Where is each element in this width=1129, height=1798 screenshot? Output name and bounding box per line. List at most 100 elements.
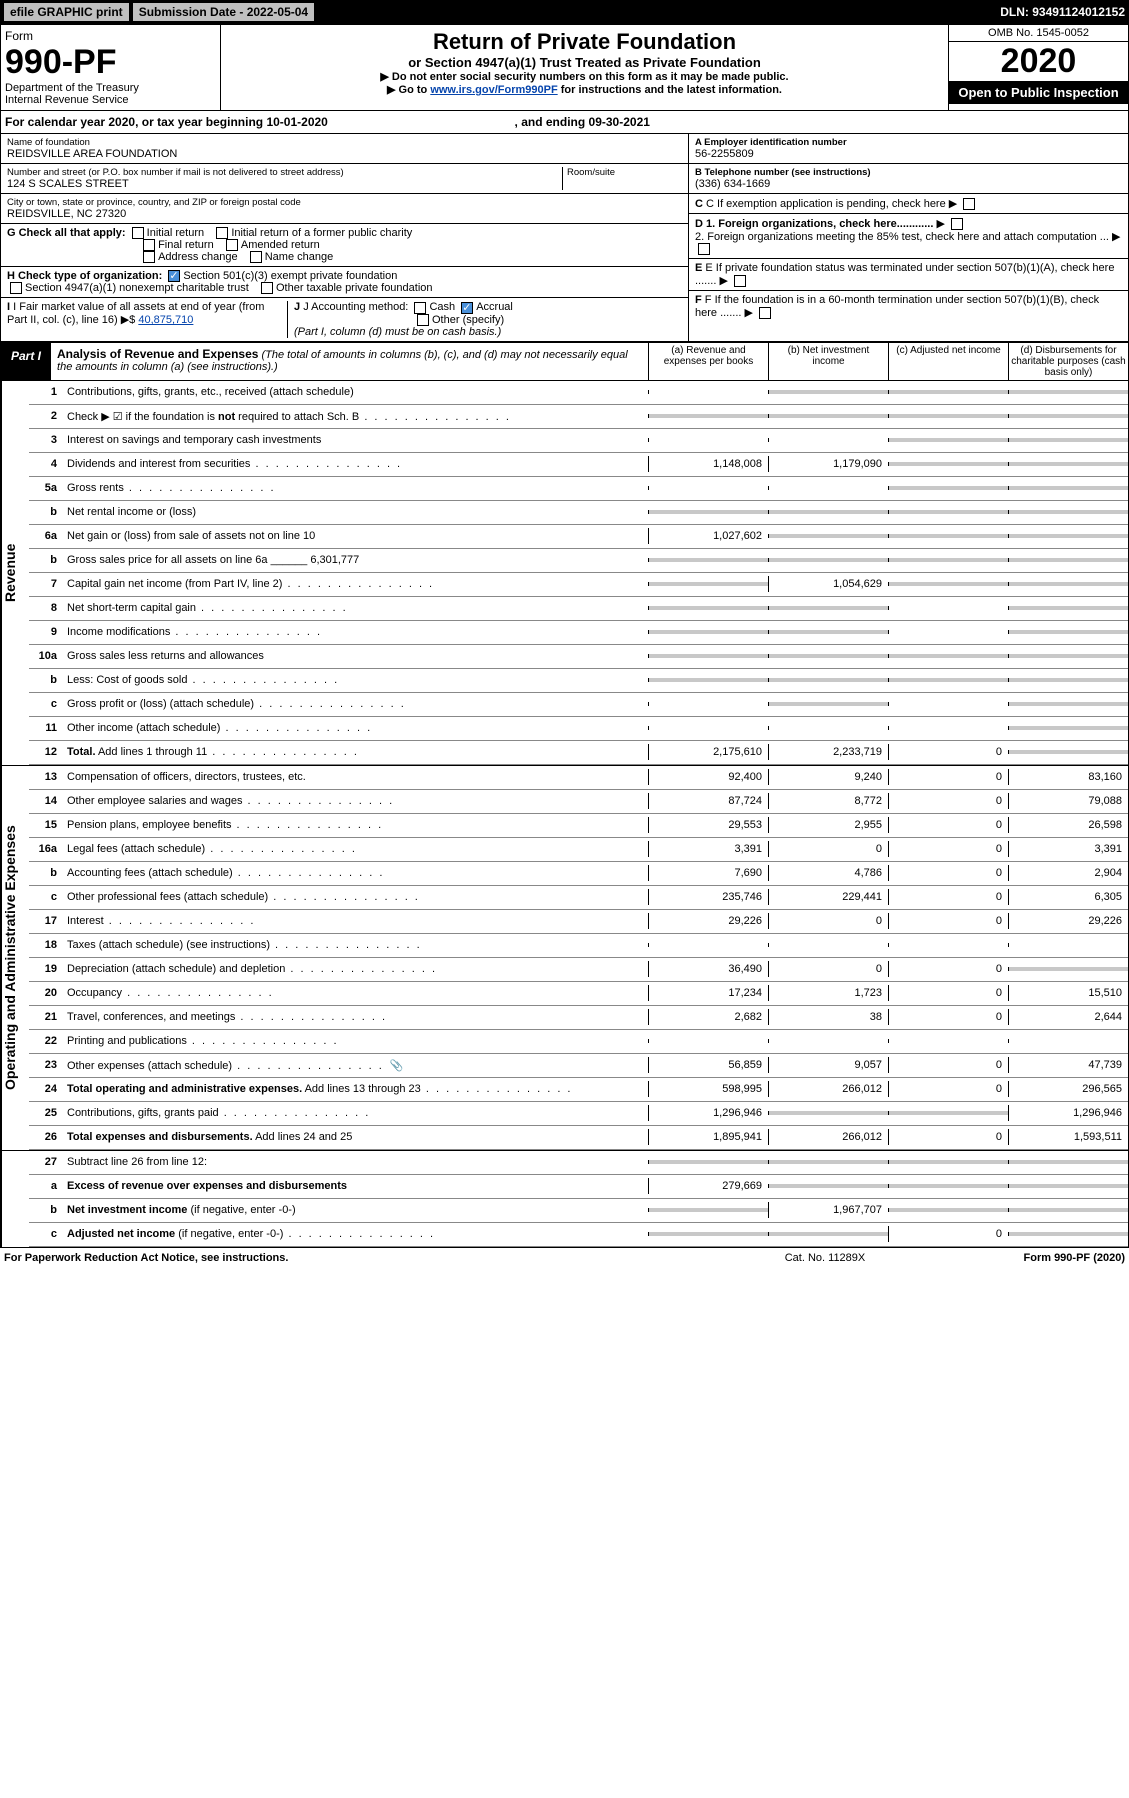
form-footer: Form 990-PF (2020) [925,1252,1125,1264]
cell: 1,054,629 [768,576,888,592]
table-row: 17Interest29,2260029,226 [29,910,1128,934]
cell: 279,669 [648,1178,768,1194]
cell: 56,859 [648,1057,768,1073]
cell-grey [1008,630,1128,634]
line-label: Contributions, gifts, grants, etc., rece… [63,384,648,400]
form-number: 990-PF [5,43,216,82]
4947-chk[interactable] [10,282,22,294]
cell: 9,240 [768,769,888,785]
line-number: c [29,891,63,903]
table-row: 19Depreciation (attach schedule) and dep… [29,958,1128,982]
table-row: 25Contributions, gifts, grants paid1,296… [29,1102,1128,1126]
line-number: 16a [29,843,63,855]
cell: 229,441 [768,889,888,905]
cell-grey [768,654,888,658]
table-row: 15Pension plans, employee benefits29,553… [29,814,1128,838]
table-row: 4Dividends and interest from securities1… [29,453,1128,477]
line-number: 5a [29,482,63,494]
cell-grey [1008,1184,1128,1188]
line-number: c [29,1228,63,1240]
line-label: Other professional fees (attach schedule… [63,889,648,905]
cell [648,1039,768,1043]
cell [648,702,768,706]
f-cell: F F If the foundation is in a 60-month t… [689,291,1128,322]
cell: 3,391 [648,841,768,857]
attachment-icon[interactable]: 📎 [390,1060,404,1072]
60month-chk[interactable] [759,307,771,319]
table-row: 13Compensation of officers, directors, t… [29,766,1128,790]
cell: 1,296,946 [648,1105,768,1121]
bottom-table: 27Subtract line 26 from line 12:aExcess … [0,1151,1129,1248]
line-label: Dividends and interest from securities [63,456,648,472]
accrual-chk[interactable] [461,302,473,314]
part1-tag: Part I [1,343,51,380]
final-return-chk[interactable] [143,239,155,251]
goto-note: ▶ Go to www.irs.gov/Form990PF for instru… [225,83,944,96]
line-label: Gross sales less returns and allowances [63,648,648,664]
form-header: Form 990-PF Department of the Treasury I… [0,24,1129,111]
fmv-link[interactable]: 40,875,710 [138,314,193,326]
line-label: Total. Add lines 1 through 11 [63,744,648,760]
address-cell: Number and street (or P.O. box number if… [1,164,688,194]
line-label: Excess of revenue over expenses and disb… [63,1178,648,1194]
terminated-chk[interactable] [734,275,746,287]
efile-badge[interactable]: efile GRAPHIC print [4,3,129,21]
table-row: bNet rental income or (loss) [29,501,1128,525]
cell [648,726,768,730]
cell: 1,027,602 [648,528,768,544]
cell-grey [648,582,768,586]
cell-grey [648,1160,768,1164]
other-method-chk[interactable] [417,314,429,326]
other-taxable-chk[interactable] [261,282,273,294]
cell: 0 [888,769,1008,785]
cell [768,943,888,947]
exemption-chk[interactable] [963,198,975,210]
cell: 0 [888,865,1008,881]
cell: 0 [888,985,1008,1001]
table-row: 10aGross sales less returns and allowanc… [29,645,1128,669]
cell: 8,772 [768,793,888,809]
irs-link[interactable]: www.irs.gov/Form990PF [430,84,557,96]
cell-grey [768,1232,888,1236]
table-row: cGross profit or (loss) (attach schedule… [29,693,1128,717]
cash-chk[interactable] [414,302,426,314]
cell: 9,057 [768,1057,888,1073]
cell: 47,739 [1008,1057,1128,1073]
cell-grey [1008,750,1128,754]
foreign-chk[interactable] [951,218,963,230]
paperwork-notice: For Paperwork Reduction Act Notice, see … [4,1252,725,1264]
cell: 26,598 [1008,817,1128,833]
cell-grey [648,558,768,562]
info-grid: Name of foundation REIDSVILLE AREA FOUND… [0,134,1129,342]
line-number: 10a [29,650,63,662]
cell-grey [888,1160,1008,1164]
line-number: 14 [29,795,63,807]
line-number: 4 [29,458,63,470]
cell: 0 [888,1057,1008,1073]
g-check-cell: G Check all that apply: Initial return I… [1,224,688,267]
table-row: 6aNet gain or (loss) from sale of assets… [29,525,1128,549]
amended-chk[interactable] [226,239,238,251]
table-row: 27Subtract line 26 from line 12: [29,1151,1128,1175]
cell-grey [768,390,888,394]
cell [1008,1039,1128,1043]
initial-return-chk[interactable] [132,227,144,239]
table-row: cAdjusted net income (if negative, enter… [29,1223,1128,1247]
line-number: 1 [29,386,63,398]
cell-grey [648,1232,768,1236]
line-label: Total expenses and disbursements. Add li… [63,1129,648,1145]
cell: 0 [888,744,1008,760]
foreign85-chk[interactable] [698,243,710,255]
table-row: 11Other income (attach schedule) [29,717,1128,741]
cell [1008,943,1128,947]
line-label: Gross sales price for all assets on line… [63,552,648,568]
part1-header: Part I Analysis of Revenue and Expenses … [0,342,1129,381]
line-label: Taxes (attach schedule) (see instruction… [63,937,648,953]
cell-grey [768,414,888,418]
address-change-chk[interactable] [143,251,155,263]
501c3-chk[interactable] [168,270,180,282]
table-row: 2Check ▶ ☑ if the foundation is not requ… [29,405,1128,429]
initial-former-chk[interactable] [216,227,228,239]
name-change-chk[interactable] [250,251,262,263]
revenue-table: Revenue 1Contributions, gifts, grants, e… [0,381,1129,766]
